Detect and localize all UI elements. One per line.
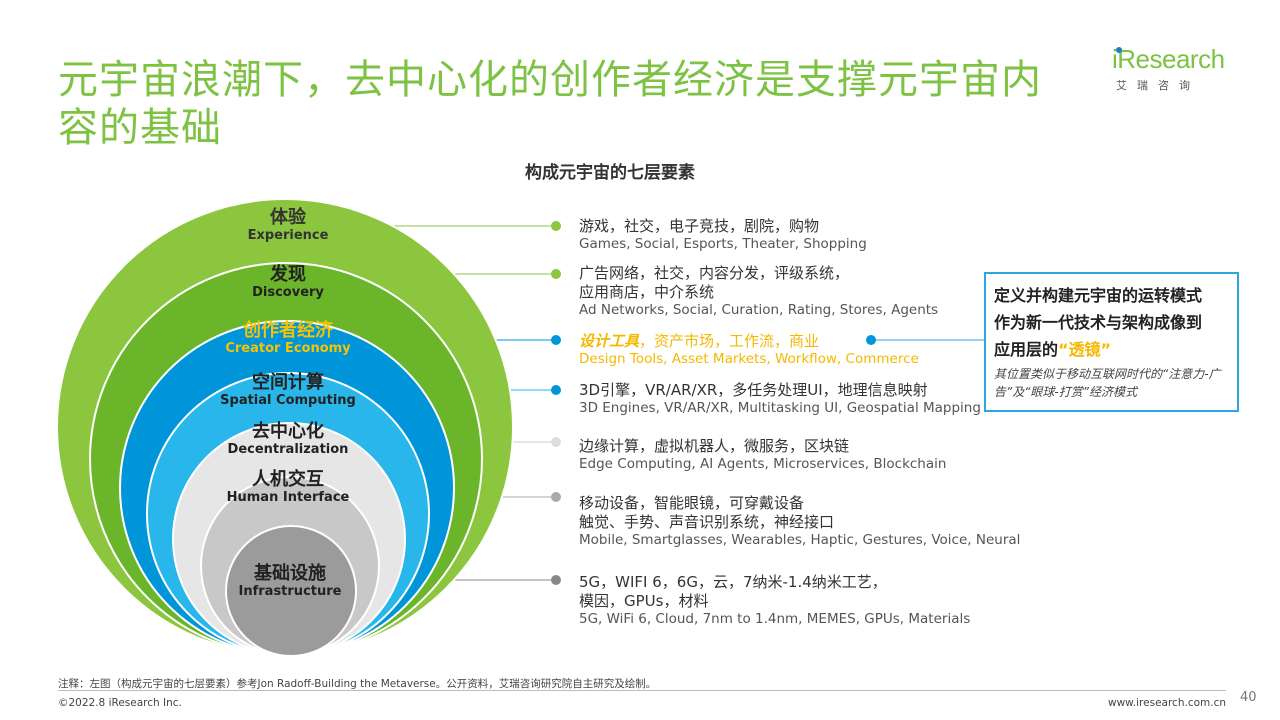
callout-line2: 作为新一代技术与架构成像到: [994, 313, 1203, 332]
desc-en: Games, Social, Esports, Theater, Shoppin…: [579, 236, 867, 252]
desc-en: 3D Engines, VR/AR/XR, Multitasking UI, G…: [579, 400, 981, 416]
page-number: 40: [1240, 690, 1257, 705]
ring-label-zh: 去中心化: [252, 421, 324, 442]
desc-en: Ad Networks, Social, Curation, Rating, S…: [579, 302, 939, 318]
ring-label-zh: 人机交互: [252, 469, 324, 490]
bullet-decentralization: [551, 437, 561, 447]
ring-label-infrastructure: 基础设施 Infrastructure: [180, 564, 400, 600]
callout-box: 定义并构建元宇宙的运转模式 作为新一代技术与架构成像到 应用层的“透镜” 其位置…: [984, 272, 1239, 412]
bullet-spatial-computing: [551, 385, 561, 395]
callout-lens-quote: “透镜”: [1058, 340, 1112, 359]
desc-experience: 游戏，社交，电子竞技，剧院，购物 Games, Social, Esports,…: [579, 217, 867, 253]
page-title: 元宇宙浪潮下，去中心化的创作者经济是支撑元宇宙内容的基础: [58, 57, 1042, 151]
site-url: www.iresearch.com.cn: [1108, 697, 1227, 709]
ring-label-spatial-computing: 空间计算 Spatial Computing: [178, 373, 398, 409]
ring-label-zh: 基础设施: [254, 563, 326, 584]
bullet-creator-economy: [551, 335, 561, 345]
ring-label-human-interface: 人机交互 Human Interface: [178, 470, 398, 506]
logo-dot-icon: [1116, 47, 1122, 53]
bullet-human-interface: [551, 492, 561, 502]
logo-text: iResearch: [1112, 44, 1225, 74]
callout-subtext: 其位置类似于移动互联网时代的“注意力-广告”及“眼球-打赏”经济模式: [994, 367, 1221, 399]
desc-zh: 3D引擎，VR/AR/XR，多任务处理UI，地理信息映射: [579, 381, 928, 399]
copyright: ©2022.8 iResearch Inc.: [58, 697, 182, 709]
ring-infrastructure: [225, 525, 357, 657]
desc-zh-line2: 触觉、手势、声音识别系统，神经接口: [579, 513, 835, 531]
ring-label-zh: 体验: [270, 207, 306, 228]
footnote: 注释：左图（构成元宇宙的七层要素）参考Jon Radoff-Building t…: [58, 678, 657, 690]
callout-line3-pre: 应用层的: [994, 340, 1059, 359]
desc-zh-line2: 应用商店，中介系统: [579, 283, 715, 301]
diagram-title: 构成元宇宙的七层要素: [525, 163, 695, 183]
ring-label-en: Decentralization: [227, 442, 349, 457]
desc-en: Mobile, Smartglasses, Wearables, Haptic,…: [579, 532, 1021, 548]
ring-label-en: Infrastructure: [238, 584, 342, 599]
callout-line3: 应用层的“透镜”: [994, 336, 1231, 363]
desc-creator-economy: 设计工具，资产市场，工作流，商业 Design Tools, Asset Mar…: [579, 332, 919, 368]
desc-en: Design Tools, Asset Markets, Workflow, C…: [579, 351, 919, 367]
bullet-callout: [866, 335, 876, 345]
ring-label-decentralization: 去中心化 Decentralization: [178, 422, 398, 458]
bullet-experience: [551, 221, 561, 231]
desc-zh: ，资产市场，工作流，商业: [639, 332, 820, 350]
desc-zh: 广告网络，社交，内容分发，评级系统，: [579, 264, 850, 282]
desc-spatial-computing: 3D引擎，VR/AR/XR，多任务处理UI，地理信息映射 3D Engines,…: [579, 381, 981, 417]
bullet-discovery: [551, 269, 561, 279]
logo-subtitle: 艾瑞咨询: [1116, 79, 1200, 92]
desc-zh: 游戏，社交，电子竞技，剧院，购物: [579, 217, 820, 235]
desc-zh: 边缘计算，虚拟机器人，微服务，区块链: [579, 437, 850, 455]
ring-label-en: Spatial Computing: [220, 393, 356, 408]
desc-zh-emphasis: 设计工具: [579, 332, 640, 350]
desc-human-interface: 移动设备，智能眼镜，可穿戴设备 触觉、手势、声音识别系统，神经接口 Mobile…: [579, 494, 1020, 549]
callout-line1: 定义并构建元宇宙的运转模式: [994, 286, 1203, 305]
ring-label-discovery: 发现 Discovery: [178, 265, 398, 301]
ring-label-en: Discovery: [252, 285, 324, 300]
desc-zh: 5G，WIFI 6，6G，云，7纳米-1.4纳米工艺，: [579, 573, 887, 591]
ring-label-en: Creator Economy: [225, 341, 351, 356]
desc-zh: 移动设备，智能眼镜，可穿戴设备: [579, 494, 805, 512]
iresearch-logo: iResearch 艾瑞咨询: [1112, 44, 1242, 93]
ring-label-creator-economy: 创作者经济 Creator Economy: [178, 321, 398, 357]
ring-label-zh: 发现: [270, 264, 306, 285]
desc-discovery: 广告网络，社交，内容分发，评级系统， 应用商店，中介系统 Ad Networks…: [579, 264, 938, 319]
footer-divider: [58, 690, 1226, 691]
ring-label-experience: 体验 Experience: [178, 208, 398, 244]
ring-label-en: Experience: [247, 228, 329, 243]
desc-zh-line2: 模因，GPUs，材料: [579, 592, 709, 610]
ring-label-zh: 创作者经济: [243, 320, 333, 341]
desc-decentralization: 边缘计算，虚拟机器人，微服务，区块链 Edge Computing, AI Ag…: [579, 437, 946, 473]
desc-en: 5G, WiFi 6, Cloud, 7nm to 1.4nm, MEMES, …: [579, 611, 971, 627]
bullet-infrastructure: [551, 575, 561, 585]
desc-infrastructure: 5G，WIFI 6，6G，云，7纳米-1.4纳米工艺， 模因，GPUs，材料 5…: [579, 573, 970, 628]
desc-en: Edge Computing, AI Agents, Microservices…: [579, 456, 947, 472]
desc-zh-wrap: 设计工具，资产市场，工作流，商业: [579, 332, 919, 351]
ring-label-zh: 空间计算: [252, 372, 324, 393]
ring-label-en: Human Interface: [226, 490, 350, 505]
